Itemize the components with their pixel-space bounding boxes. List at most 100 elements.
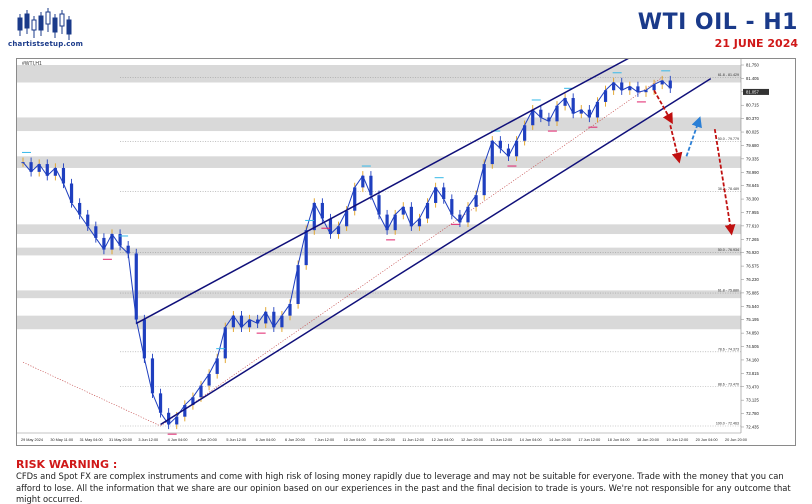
projection-arrow-down	[713, 128, 736, 236]
fib-trend-line-left	[22, 362, 161, 427]
current-price-tag	[743, 88, 769, 95]
candle-body	[256, 319, 260, 324]
candle-body	[620, 82, 624, 91]
chart-area: 61.8 - 81.429 50.0 - 79.779 38.2 - 78.489 5…	[16, 58, 796, 446]
candle-body	[474, 195, 478, 207]
y-tick-label: 73.125	[746, 398, 759, 403]
candle-body	[215, 358, 219, 374]
candle-body	[482, 164, 486, 196]
risk-warning-text: CFDs and Spot FX are complex instruments…	[16, 471, 791, 504]
candle-body	[660, 80, 664, 85]
fib-level-label: 61.8 - 75.880	[718, 289, 739, 293]
support-resistance-zone	[17, 315, 741, 330]
projection-arrow-down	[653, 89, 673, 125]
fib-level-label: 38.2 - 78.489	[718, 187, 739, 191]
candle-body	[69, 183, 74, 203]
y-tick-label: 76.920	[746, 250, 759, 255]
candle-body	[531, 109, 535, 126]
price-chart: 61.8 - 81.429 50.0 - 79.779 38.2 - 78.489 5…	[17, 59, 769, 442]
candle-body	[118, 234, 122, 246]
fib-trend-line	[160, 77, 663, 427]
candle-body	[425, 202, 430, 219]
y-tick-label: 74.850	[746, 331, 759, 336]
x-tick-label: 31 May 04:00	[80, 438, 103, 442]
y-tick-label: 80.025	[746, 130, 759, 135]
fib-level-label: 50.0 - 79.779	[718, 137, 739, 141]
candle-body	[296, 265, 300, 304]
y-tick-label: 74.160	[746, 357, 759, 362]
candle-body	[280, 315, 284, 328]
candle-body	[175, 416, 179, 425]
candle-body	[555, 105, 559, 122]
candle-body	[207, 373, 211, 386]
candle-body	[150, 358, 155, 394]
current-price-label: 81.057	[746, 90, 759, 95]
x-tick-label: 31 May 20:00	[109, 438, 132, 442]
candle-body	[595, 101, 600, 118]
x-tick-label: 10 Jun 04:00	[344, 438, 366, 442]
x-tick-label: 30 May 11:00	[50, 438, 73, 442]
candle-body	[199, 385, 203, 398]
support-resistance-zone	[17, 156, 741, 168]
candle-body	[320, 202, 324, 219]
x-tick-label: 4 Jun 20:00	[197, 438, 217, 442]
y-tick-label: 75.885	[746, 290, 759, 295]
x-tick-label: 11 Jun 12:00	[402, 438, 424, 442]
support-resistance-zone	[17, 224, 741, 235]
candle-body	[636, 86, 640, 93]
x-tick-label: 13 Jun 12:00	[490, 438, 512, 442]
candle-body	[183, 405, 187, 417]
candle-body	[45, 164, 49, 176]
x-tick-label: 5 Jun 12:00	[226, 438, 246, 442]
fib-level-label: 61.8 - 81.429	[718, 73, 739, 77]
candle-body	[272, 311, 276, 328]
candle-body	[53, 167, 57, 176]
x-tick-label: 6 Jun 04:00	[256, 438, 276, 442]
candle-body	[409, 206, 413, 227]
projection-arrow-up	[685, 116, 702, 157]
candle-body	[563, 98, 567, 106]
x-tick-label: 12 Jun 20:00	[461, 438, 483, 442]
risk-warning-title: RISK WARNING :	[16, 458, 118, 471]
y-tick-label: 78.300	[746, 197, 759, 202]
candle-body	[668, 80, 672, 89]
x-tick-label: 17 Jun 12:00	[578, 438, 600, 442]
x-tick-label: 14 Jun 04:00	[520, 438, 542, 442]
y-tick-label: 73.815	[746, 371, 759, 376]
candle-body	[134, 253, 138, 320]
y-tick-label: 80.715	[746, 103, 759, 108]
candle-body	[571, 98, 575, 114]
candle-body	[336, 226, 341, 235]
fib-level-label: 100.0 - 72.463	[716, 422, 739, 426]
x-tick-label: 20 Jun 04:00	[696, 438, 718, 442]
candle-body	[579, 109, 583, 114]
y-tick-label: 81.405	[746, 76, 759, 81]
candle-body	[361, 175, 365, 188]
candle-body	[490, 140, 494, 165]
y-tick-label: 72.780	[746, 411, 759, 416]
candle-body	[450, 199, 454, 215]
candle-body	[102, 237, 106, 250]
candle-body	[126, 245, 130, 254]
x-tick-label: 18 Jun 20:00	[637, 438, 659, 442]
candle-body	[385, 214, 389, 231]
y-tick-label: 77.610	[746, 223, 759, 228]
x-tick-label: 20 Jun 20:00	[725, 438, 747, 442]
support-resistance-zone	[17, 117, 741, 132]
candle-body	[458, 214, 462, 223]
candle-body	[644, 90, 648, 93]
candle-body	[158, 393, 163, 413]
logo-text: chartistsetup.com	[8, 40, 84, 48]
candle-body	[110, 234, 114, 250]
candle-body	[264, 311, 268, 324]
candle-body	[288, 303, 292, 316]
x-tick-label: 3 Jun 12:00	[138, 438, 158, 442]
candle-body	[393, 214, 397, 231]
y-tick-label: 77.955	[746, 210, 759, 215]
x-tick-label: 12 Jun 04:00	[432, 438, 454, 442]
candle-body	[603, 90, 608, 102]
support-resistance-zone	[17, 290, 741, 299]
symbol-label: #WTI,H1	[22, 61, 42, 67]
x-tick-label: 29 May 2024	[21, 438, 43, 442]
x-tick-label: 18 Jun 04:00	[608, 438, 630, 442]
